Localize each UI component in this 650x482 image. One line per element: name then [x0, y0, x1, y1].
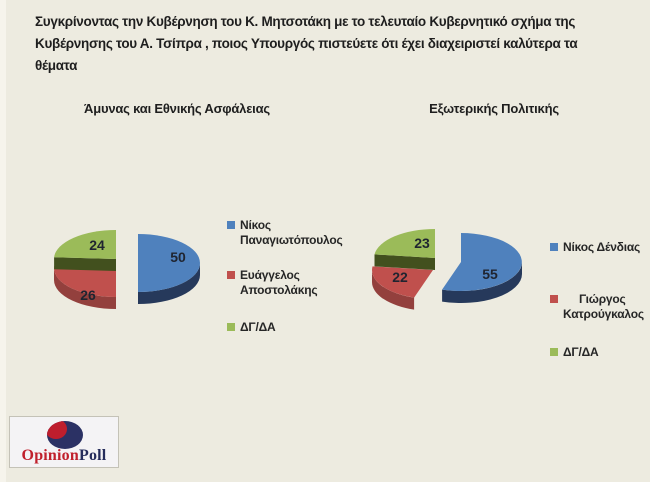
slice-cut-face [54, 257, 116, 271]
legend-label: Γιώργος Κατρούγκαλος [563, 292, 644, 321]
chart-title-defense: Άμυνας και Εθνικής Ασφάλειας [84, 101, 270, 116]
title-line-1: Συγκρίνοντας την Κυβέρνηση του Κ. Μητσοτ… [35, 14, 576, 29]
logo-text-secondary: Poll [78, 447, 107, 464]
pie-defense-slice-1 [53, 266, 116, 309]
pie-data-label: 50 [170, 249, 186, 265]
pie-foreign-policy-slice-1 [371, 266, 433, 310]
logo-text-primary: Opinion [21, 447, 79, 464]
pie-foreign-policy-slice-0 [442, 233, 523, 304]
pie-chart-defense: 50 26 24 [53, 230, 200, 309]
title-line-2: Κυβέρνησης του Α. Τσίπρα , ποιος Υπουργό… [35, 36, 578, 51]
pie-data-label: 26 [80, 287, 96, 303]
legend-label: ΔΓ/ΔΑ [240, 320, 276, 334]
pie-foreign-policy-slice-2 [374, 229, 435, 270]
legend-marker-icon [550, 243, 558, 251]
legend-marker-icon [227, 271, 235, 279]
legend-marker-icon [227, 323, 235, 331]
pie-data-label: 24 [89, 237, 105, 253]
pie-data-label: 23 [414, 235, 430, 251]
slice-side [138, 263, 200, 304]
legend-label: Ευάγγελος Αποστολάκης [240, 268, 318, 297]
pie-data-label: 22 [392, 269, 408, 285]
legend-item: Γιώργος Κατρούγκαλος [550, 292, 644, 322]
title-line-3: θέματα [35, 58, 78, 73]
chart-title-foreign-policy: Εξωτερικής Πολιτικής [429, 101, 559, 116]
legend-item: ΔΓ/ΔΑ [227, 320, 276, 335]
legend-item: Ευάγγελος Αποστολάκης [227, 268, 318, 298]
slice-cut-face [374, 254, 435, 270]
legend-marker-icon [550, 295, 558, 303]
legend-label: ΔΓ/ΔΑ [563, 345, 599, 359]
pie-data-label: 55 [482, 266, 498, 282]
legend-label: Νίκος Δένδιας [563, 240, 641, 254]
slice-side [442, 262, 523, 304]
legend-marker-icon [227, 221, 235, 229]
slice-top [138, 234, 200, 292]
slice-top [372, 266, 433, 298]
legend-item: Νίκος Δένδιας [550, 240, 640, 255]
slice-top [442, 233, 522, 291]
slice-top [53, 266, 116, 297]
slice-side [371, 270, 415, 310]
legend-item: ΔΓ/ΔΑ [550, 345, 599, 360]
logo-mark [47, 421, 83, 449]
pie-defense-slice-0 [138, 234, 200, 304]
legend-item: Νίκος Παναγιωτόπουλος [227, 218, 343, 248]
slice-top [374, 229, 435, 258]
legend-label: Νίκος Παναγιωτόπουλος [240, 218, 343, 247]
logo-crescent-icon [47, 421, 67, 439]
left-edge-strip [0, 0, 6, 482]
slice-top [54, 230, 116, 259]
pie-defense-slice-2 [54, 230, 116, 271]
slice-side [54, 268, 116, 309]
pie-chart-foreign-policy: 55 22 23 [371, 229, 523, 310]
legend-marker-icon [550, 348, 558, 356]
page-title: Συγκρίνοντας την Κυβέρνηση του Κ. Μητσοτ… [35, 11, 578, 77]
logo-text: OpinionPoll [10, 447, 118, 465]
opinionpoll-logo: OpinionPoll [10, 417, 118, 467]
